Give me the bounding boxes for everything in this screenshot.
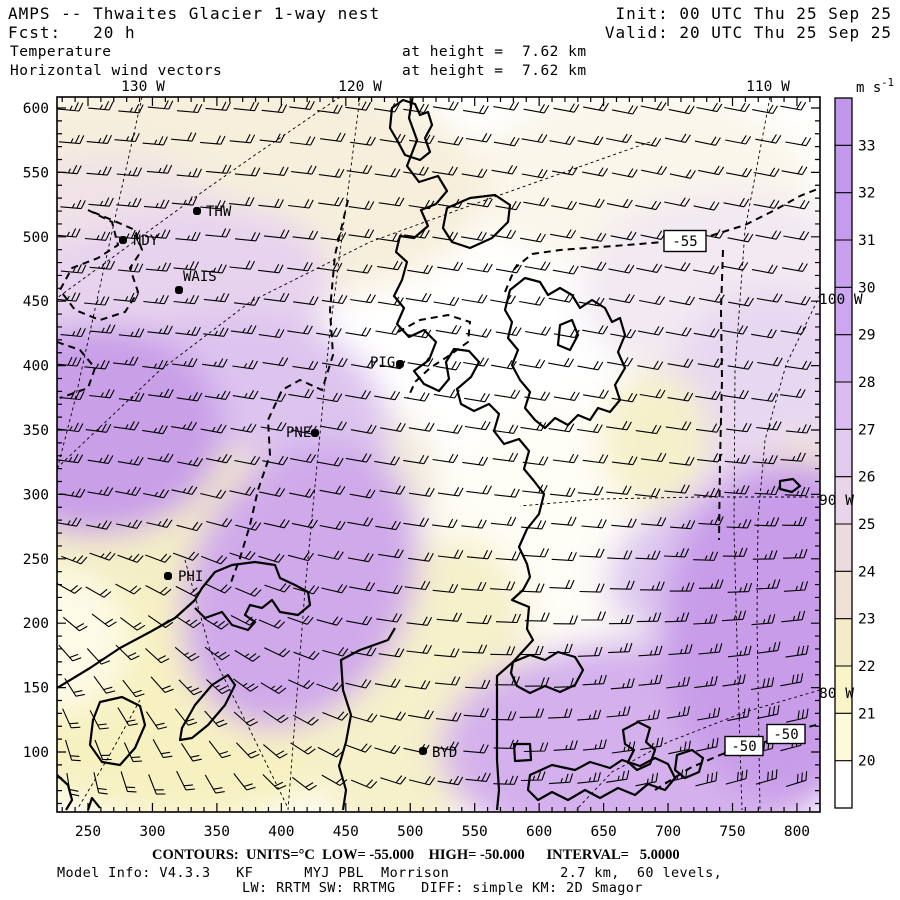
station-label-pne: PNE <box>286 425 311 441</box>
height2-label: at height = 7.62 km <box>402 63 587 79</box>
svg-text:350: 350 <box>204 824 230 840</box>
station-dot-ndy <box>119 236 127 244</box>
svg-text:300: 300 <box>23 487 49 503</box>
colorbar-tick-label: 22 <box>858 659 875 675</box>
map-frame <box>56 96 821 813</box>
init-time-label: Init: 00 UTC Thu 25 Sep 25 <box>615 4 892 23</box>
physics-info-line: LW: RRTM SW: RRTMG DIFF: simple KM: 2D S… <box>242 880 643 896</box>
svg-text:700: 700 <box>655 824 681 840</box>
contour-label-value: -55 <box>672 234 697 250</box>
colorbar: 33 32 31 30 29 28 27 26 25 24 23 22 21 20 m s-1 <box>834 77 894 809</box>
svg-text:600: 600 <box>526 824 552 840</box>
station-dot-phi <box>164 572 172 580</box>
station-markers: THW NDY WAIS PIG PNE PHI BYD <box>119 204 457 761</box>
contour-labels: -55 -50 -50 <box>663 229 806 757</box>
lon-label-top: 120 W <box>338 79 382 95</box>
station-dot-thw <box>193 207 201 215</box>
svg-text:500: 500 <box>23 230 49 246</box>
valid-time-label: Valid: 20 UTC Thu 25 Sep 25 <box>604 23 892 42</box>
svg-text:250: 250 <box>75 824 101 840</box>
station-dot-pig <box>396 360 404 368</box>
wind-barbs <box>57 100 812 797</box>
map-inner: THW NDY WAIS PIG PNE PHI BYD -55 -50 -50 <box>57 97 820 812</box>
colorbar-tick-label: 20 <box>858 754 875 770</box>
svg-text:400: 400 <box>23 359 49 375</box>
svg-text:400: 400 <box>268 824 294 840</box>
lon-label-right: 100 W <box>819 292 863 308</box>
lon-label-top: 110 W <box>746 79 790 95</box>
station-label-byd: BYD <box>432 745 457 761</box>
svg-text:650: 650 <box>590 824 616 840</box>
svg-text:800: 800 <box>784 824 810 840</box>
plot-title: AMPS -- Thwaites Glacier 1-way nest <box>8 4 381 23</box>
station-dot-byd <box>419 747 427 755</box>
svg-text:150: 150 <box>23 681 49 697</box>
colorbar-tick-label: 29 <box>858 328 875 344</box>
svg-text:550: 550 <box>462 824 488 840</box>
station-label-pig: PIG <box>370 355 395 371</box>
svg-text:300: 300 <box>139 824 165 840</box>
colorbar-units-label: m s-1 <box>856 77 894 96</box>
colorbar-tick-label: 23 <box>858 612 875 628</box>
colorbar-tick-label: 28 <box>858 375 875 391</box>
svg-text:350: 350 <box>23 423 49 439</box>
svg-text:550: 550 <box>23 165 49 181</box>
contours-info-line: CONTOURS: UNITS=°C LOW= -55.000 HIGH= -5… <box>152 847 680 863</box>
colorbar-tick-label: 31 <box>858 233 875 249</box>
model-info-line: Model Info: V4.3.3 KF MYJ PBL Morrison 2… <box>57 865 723 881</box>
lon-label-right: 90 W <box>819 493 854 509</box>
svg-text:750: 750 <box>719 824 745 840</box>
svg-text:500: 500 <box>397 824 423 840</box>
contour-label-value: -50 <box>731 739 756 755</box>
colorbar-tick-label: 24 <box>858 564 876 580</box>
field2-label: Horizontal wind vectors <box>10 63 223 79</box>
station-label-wais: WAIS <box>183 269 217 285</box>
svg-text:450: 450 <box>333 824 359 840</box>
station-label-phi: PHI <box>178 569 203 585</box>
height1-label: at height = 7.62 km <box>402 44 587 60</box>
station-dot-wais <box>175 286 183 294</box>
field1-label: Temperature <box>10 44 112 60</box>
colorbar-tick-label: 21 <box>858 706 875 722</box>
forecast-hour-label: Fcst: 20 h <box>8 23 136 42</box>
svg-text:250: 250 <box>23 552 49 568</box>
station-label-ndy: NDY <box>133 233 159 249</box>
axis-tick-labels: 250 300 350 400 450 500 550 600 650 700 750 800 100 1… <box>23 79 810 840</box>
colorbar-tick-label: 25 <box>858 517 875 533</box>
colorbar-tick-label: 27 <box>858 422 875 438</box>
colorbar-tick-label: 33 <box>858 138 875 154</box>
svg-text:600: 600 <box>23 101 49 117</box>
lon-label-top: 130 W <box>121 79 165 95</box>
colorbar-tick-label: 26 <box>858 470 875 486</box>
station-label-thw: THW <box>206 204 232 220</box>
colorbar-tick-label: 30 <box>858 280 875 296</box>
axis-ticks <box>57 97 820 812</box>
contour-label-value: -50 <box>773 727 798 743</box>
lon-label-right: 80 W <box>819 686 854 702</box>
colorbar-tick-label: 32 <box>858 186 875 202</box>
station-dot-pne <box>311 429 319 437</box>
svg-text:200: 200 <box>23 616 49 632</box>
svg-text:100: 100 <box>23 745 49 761</box>
svg-text:450: 450 <box>23 294 49 310</box>
